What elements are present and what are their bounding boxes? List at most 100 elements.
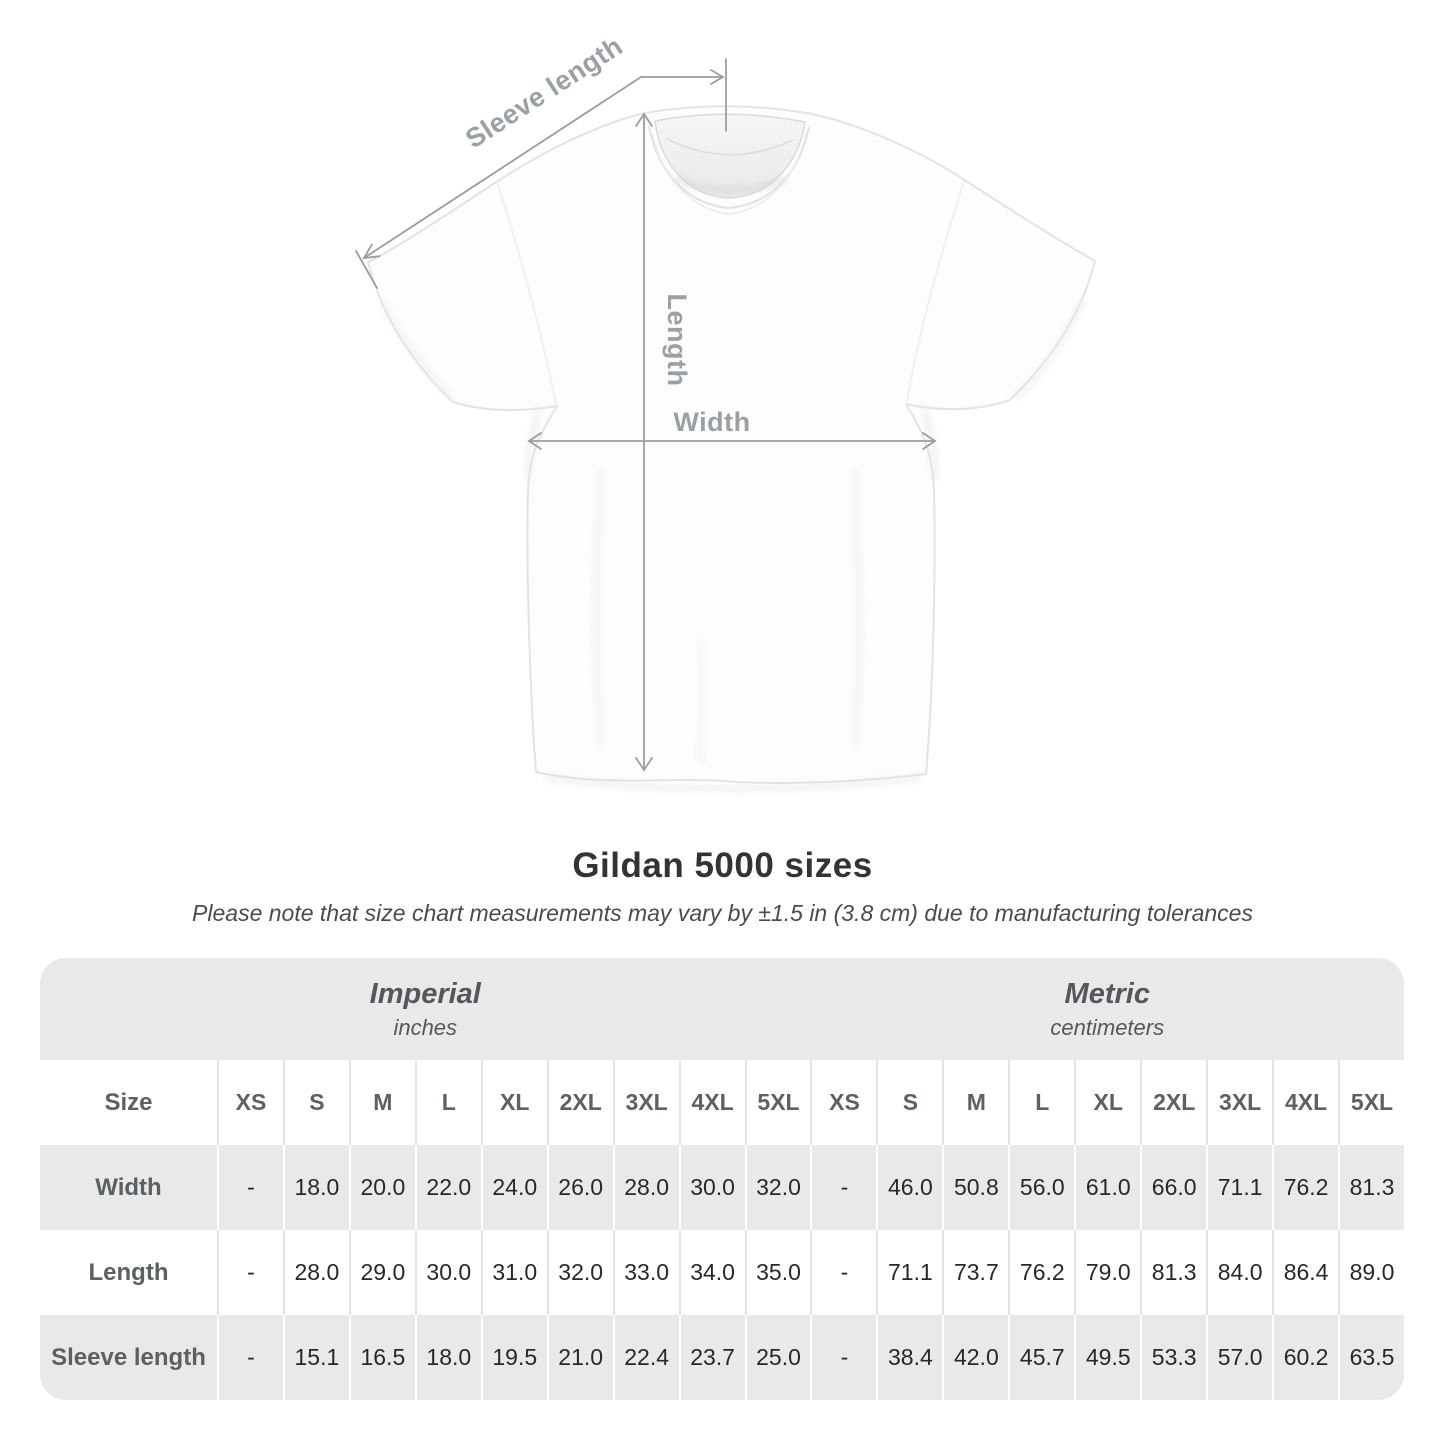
value-cell: -	[217, 1315, 283, 1400]
size-header-cell: S	[282, 1060, 349, 1145]
measurement-value: 21.0	[558, 1344, 604, 1370]
measurement-value: 19.5	[492, 1344, 538, 1370]
measurement-value: -	[840, 1259, 849, 1285]
value-cell: 16.5	[348, 1315, 415, 1400]
row-label-cell: Width	[40, 1145, 217, 1230]
measurement-value: 30.0	[426, 1259, 472, 1285]
right-shoulder-seam	[906, 180, 965, 403]
measurement-value: -	[840, 1174, 849, 1200]
size-header-cell: XS	[810, 1060, 876, 1145]
measurement-value: 25.0	[756, 1344, 801, 1370]
measurement-value: 56.0	[1019, 1174, 1065, 1200]
value-cell: 28.0	[612, 1145, 679, 1230]
measurement-value: 30.0	[690, 1174, 735, 1200]
value-cell: 18.0	[282, 1145, 349, 1230]
measurement-value: -	[247, 1344, 255, 1370]
size-header: 2XL	[559, 1089, 602, 1115]
width-dimension	[527, 432, 937, 450]
size-header: L	[441, 1089, 456, 1115]
dimension-lines	[355, 58, 937, 772]
measurement-value: 34.0	[690, 1259, 735, 1285]
value-cell: 22.0	[414, 1145, 481, 1230]
row-label: Length	[88, 1258, 169, 1286]
value-cell: 28.0	[282, 1230, 349, 1315]
measurement-value: 28.0	[294, 1259, 340, 1285]
tshirt-shading	[377, 298, 1087, 791]
value-cell: 31.0	[480, 1230, 547, 1315]
value-cell: 35.0	[744, 1230, 811, 1315]
measurement-value: 89.0	[1349, 1259, 1395, 1285]
value-cell: 71.1	[1206, 1145, 1272, 1230]
size-header-cell: S	[876, 1060, 942, 1145]
size-header: XS	[829, 1089, 860, 1115]
size-header-row: Size XS S M L XL 2XL 3XL 4XL 5XL XS S M L XL 2XL 3XL 4XL 5…	[40, 1060, 1404, 1145]
measurement-value: 73.7	[953, 1259, 999, 1285]
size-header-cell: 5XL	[744, 1060, 811, 1145]
value-cell: 22.4	[612, 1315, 679, 1400]
unit-group-metric: Metric centimeters	[811, 958, 1405, 1060]
measurement-value: 38.4	[888, 1344, 933, 1370]
size-header-cell: XS	[217, 1060, 283, 1145]
value-cell: 25.0	[744, 1315, 811, 1400]
value-cell: 32.0	[546, 1230, 613, 1315]
value-cell: -	[810, 1145, 876, 1230]
value-cell: 24.0	[480, 1145, 547, 1230]
unit-group-sublabel: inches	[393, 1014, 458, 1040]
value-cell: 42.0	[942, 1315, 1008, 1400]
table-row: Length - 28.0 29.0 30.0 31.0 32.0 33.0 34.0 35.0 -…	[40, 1230, 1404, 1315]
measurement-value: 15.1	[294, 1344, 340, 1370]
measurement-value: 35.0	[756, 1259, 801, 1285]
measurement-value: 33.0	[624, 1259, 670, 1285]
size-header-cell: 5XL	[1338, 1060, 1404, 1145]
sleeve-length-dimension	[355, 58, 727, 289]
value-cell: 18.0	[414, 1315, 481, 1400]
unit-group-label: Metric	[1064, 977, 1150, 1010]
size-header: XL	[500, 1089, 530, 1115]
table-row: Width - 18.0 20.0 22.0 24.0 26.0 28.0 30.0 32.0 - 4…	[40, 1145, 1404, 1230]
value-cell: 26.0	[546, 1145, 613, 1230]
measurement-value: 76.2	[1283, 1174, 1329, 1200]
value-cell: 30.0	[414, 1230, 481, 1315]
size-header: XL	[1093, 1089, 1123, 1115]
measurement-value: 71.1	[1217, 1174, 1263, 1200]
measurement-value: 24.0	[492, 1174, 538, 1200]
value-cell: 23.7	[678, 1315, 745, 1400]
page-title: Gildan 5000 sizes	[572, 846, 873, 885]
value-cell: 57.0	[1206, 1315, 1272, 1400]
measurement-value: 42.0	[953, 1344, 999, 1370]
length-label: Length	[662, 294, 692, 387]
measurement-value: 49.5	[1085, 1344, 1131, 1370]
size-header: M	[966, 1089, 986, 1115]
value-cell: 19.5	[480, 1315, 547, 1400]
measurement-value: 26.0	[558, 1174, 604, 1200]
row-label-cell: Sleeve length	[40, 1315, 217, 1400]
value-cell: 81.3	[1140, 1230, 1206, 1315]
row-label: Sleeve length	[51, 1343, 206, 1371]
size-header-cell: L	[1008, 1060, 1074, 1145]
measurement-value: 28.0	[624, 1174, 670, 1200]
measurement-value: 29.0	[360, 1259, 406, 1285]
size-column-header: Size	[104, 1088, 153, 1116]
size-header-cell: 2XL	[1140, 1060, 1206, 1145]
measurement-value: 32.0	[558, 1259, 604, 1285]
value-cell: 84.0	[1206, 1230, 1272, 1315]
size-header: S	[309, 1089, 325, 1115]
size-header-cell: XL	[480, 1060, 547, 1145]
size-header-cell: 4XL	[1272, 1060, 1338, 1145]
unit-group-imperial: Imperial inches	[40, 958, 811, 1060]
measurement-value: 66.0	[1151, 1174, 1197, 1200]
value-cell: 76.2	[1008, 1230, 1074, 1315]
left-shoulder-seam	[496, 181, 557, 405]
value-cell: -	[810, 1315, 876, 1400]
measurement-value: 60.2	[1283, 1344, 1329, 1370]
value-cell: 45.7	[1008, 1315, 1074, 1400]
measurement-value: 53.3	[1151, 1344, 1197, 1370]
value-cell: 73.7	[942, 1230, 1008, 1315]
value-cell: 15.1	[282, 1315, 349, 1400]
size-header-cell: 3XL	[1206, 1060, 1272, 1145]
row-label-cell: Length	[40, 1230, 217, 1315]
size-header: 2XL	[1153, 1089, 1196, 1115]
size-header: 5XL	[1350, 1089, 1394, 1115]
measurement-value: 46.0	[888, 1174, 933, 1200]
